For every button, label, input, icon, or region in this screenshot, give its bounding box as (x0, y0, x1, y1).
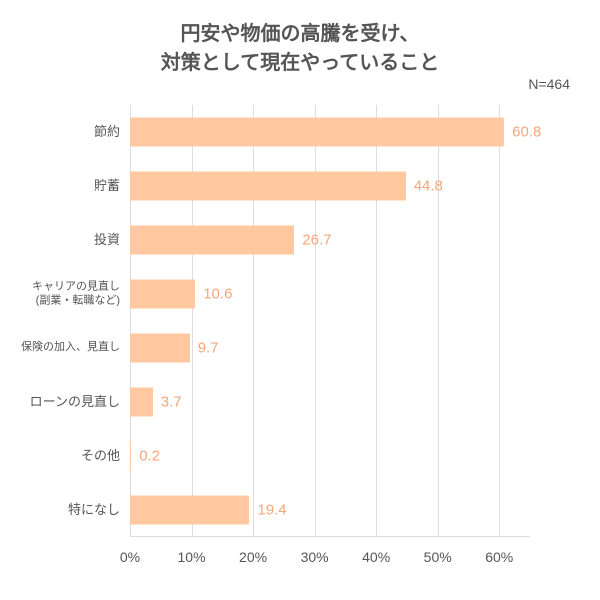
sample-size-note: N=464 (528, 76, 570, 92)
value-label: 3.7 (161, 394, 182, 411)
category-label: 特になし (0, 502, 130, 518)
category-label: ローンの見直し (0, 394, 130, 410)
bar (130, 442, 131, 471)
chart-container: 円安や物価の高騰を受け、 対策として現在やっていること N=464 0% 10% 2… (0, 0, 600, 600)
bar-row: 節約60.8 (130, 105, 530, 159)
value-label: 19.4 (257, 502, 286, 519)
bar-row: 投資26.7 (130, 213, 530, 267)
bar-row: キャリアの見直し(副業・転職など)10.6 (130, 267, 530, 321)
category-label: 保険の加入、見直し (0, 341, 130, 355)
bar (130, 226, 294, 255)
x-tick-label: 50% (424, 549, 452, 565)
category-label: キャリアの見直し(副業・転職など) (0, 280, 130, 308)
x-tick-label: 10% (178, 549, 206, 565)
x-tick-label: 0% (120, 549, 140, 565)
x-tick-label: 40% (362, 549, 390, 565)
value-label: 60.8 (512, 124, 541, 141)
title-line-2: 対策として現在やっていること (0, 49, 600, 78)
x-tick-label: 30% (301, 549, 329, 565)
category-label: その他 (0, 448, 130, 464)
value-label: 26.7 (302, 232, 331, 249)
bar (130, 496, 249, 525)
bar-row: 保険の加入、見直し9.7 (130, 321, 530, 375)
category-label: 投資 (0, 232, 130, 248)
x-tick-label: 20% (239, 549, 267, 565)
bar-row: 貯蓄44.8 (130, 159, 530, 213)
value-label: 44.8 (414, 178, 443, 195)
value-label: 0.2 (139, 448, 160, 465)
x-tick-label: 60% (485, 549, 513, 565)
bar (130, 334, 190, 363)
bar (130, 172, 406, 201)
chart-title: 円安や物価の高騰を受け、 対策として現在やっていること (0, 0, 600, 78)
bar (130, 118, 504, 147)
title-line-1: 円安や物価の高騰を受け、 (0, 20, 600, 49)
bar (130, 280, 195, 309)
plot-area: 0%10%20%30%40%50%60%節約60.8貯蓄44.8投資26.7キャ… (130, 105, 530, 537)
category-label: 貯蓄 (0, 178, 130, 194)
category-label: 節約 (0, 124, 130, 140)
bar-row: 特になし19.4 (130, 483, 530, 537)
value-label: 9.7 (198, 340, 219, 357)
value-label: 10.6 (203, 286, 232, 303)
bar (130, 388, 153, 417)
bar-row: ローンの見直し3.7 (130, 375, 530, 429)
bar-row: その他0.2 (130, 429, 530, 483)
